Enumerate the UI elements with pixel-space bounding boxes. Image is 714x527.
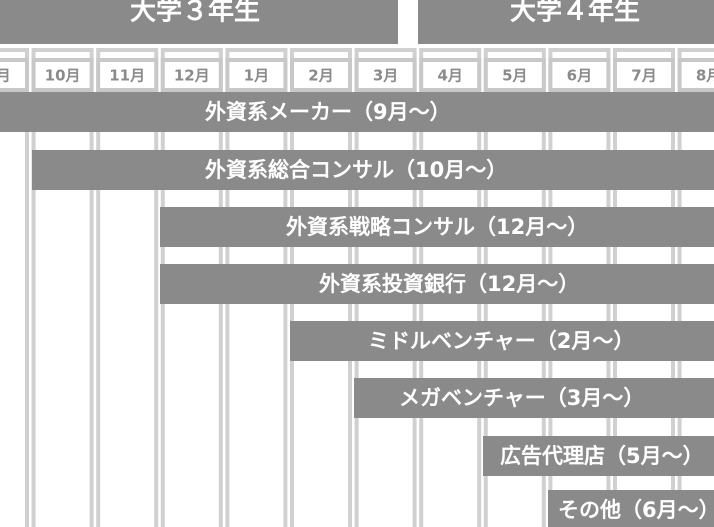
- month-label: 7月: [631, 67, 656, 85]
- bar: [0, 92, 714, 132]
- month-label: 2月: [308, 67, 333, 85]
- bar: [160, 264, 714, 304]
- month-box: [290, 58, 352, 92]
- month-label: 6月: [567, 67, 592, 85]
- bar-label: ミドルベンチャー（2月〜）: [368, 329, 634, 353]
- month-box: [483, 58, 546, 92]
- bar-label: 広告代理店（5月〜）: [500, 444, 704, 468]
- month-label: 1月: [244, 67, 269, 85]
- month-label: 12月: [174, 67, 210, 85]
- month-box: [613, 58, 675, 92]
- month-box: [419, 58, 482, 92]
- month-box: [0, 58, 29, 92]
- bar-label: 外資系総合コンサル（10月〜）: [205, 158, 507, 182]
- bar: [548, 490, 714, 527]
- year-box: [0, 0, 398, 44]
- month-box: [31, 58, 94, 92]
- month-label: 11月: [109, 67, 145, 85]
- bar: [483, 436, 714, 476]
- month-box: [225, 58, 288, 92]
- year-box: [418, 0, 714, 44]
- month-label: 5月: [502, 67, 527, 85]
- bar: [290, 321, 714, 361]
- bar: [354, 378, 714, 418]
- month-label: 8月: [696, 67, 714, 85]
- month-box: [160, 58, 223, 92]
- month-box: [354, 58, 417, 92]
- month-label: 3月: [373, 67, 398, 85]
- bar-label: 外資系メーカー（9月〜）: [205, 100, 451, 124]
- bar: [32, 150, 714, 190]
- bar-label: その他（6月〜）: [558, 498, 714, 522]
- bar: [160, 207, 714, 247]
- month-box: [96, 58, 159, 92]
- bar-label: メガベンチャー（3月〜）: [399, 386, 644, 410]
- month-box: [548, 58, 611, 92]
- month-label: 4月: [437, 67, 462, 85]
- month-box: [677, 58, 714, 92]
- month-label: 9月: [0, 67, 11, 85]
- month-label: 10月: [45, 67, 81, 85]
- bar-label: 外資系投資銀行（12月〜）: [319, 272, 579, 296]
- bar-label: 外資系戦略コンサル（12月〜）: [286, 215, 588, 239]
- year-label: 大学４年生: [510, 0, 640, 27]
- year-label: 大学３年生: [130, 0, 260, 27]
